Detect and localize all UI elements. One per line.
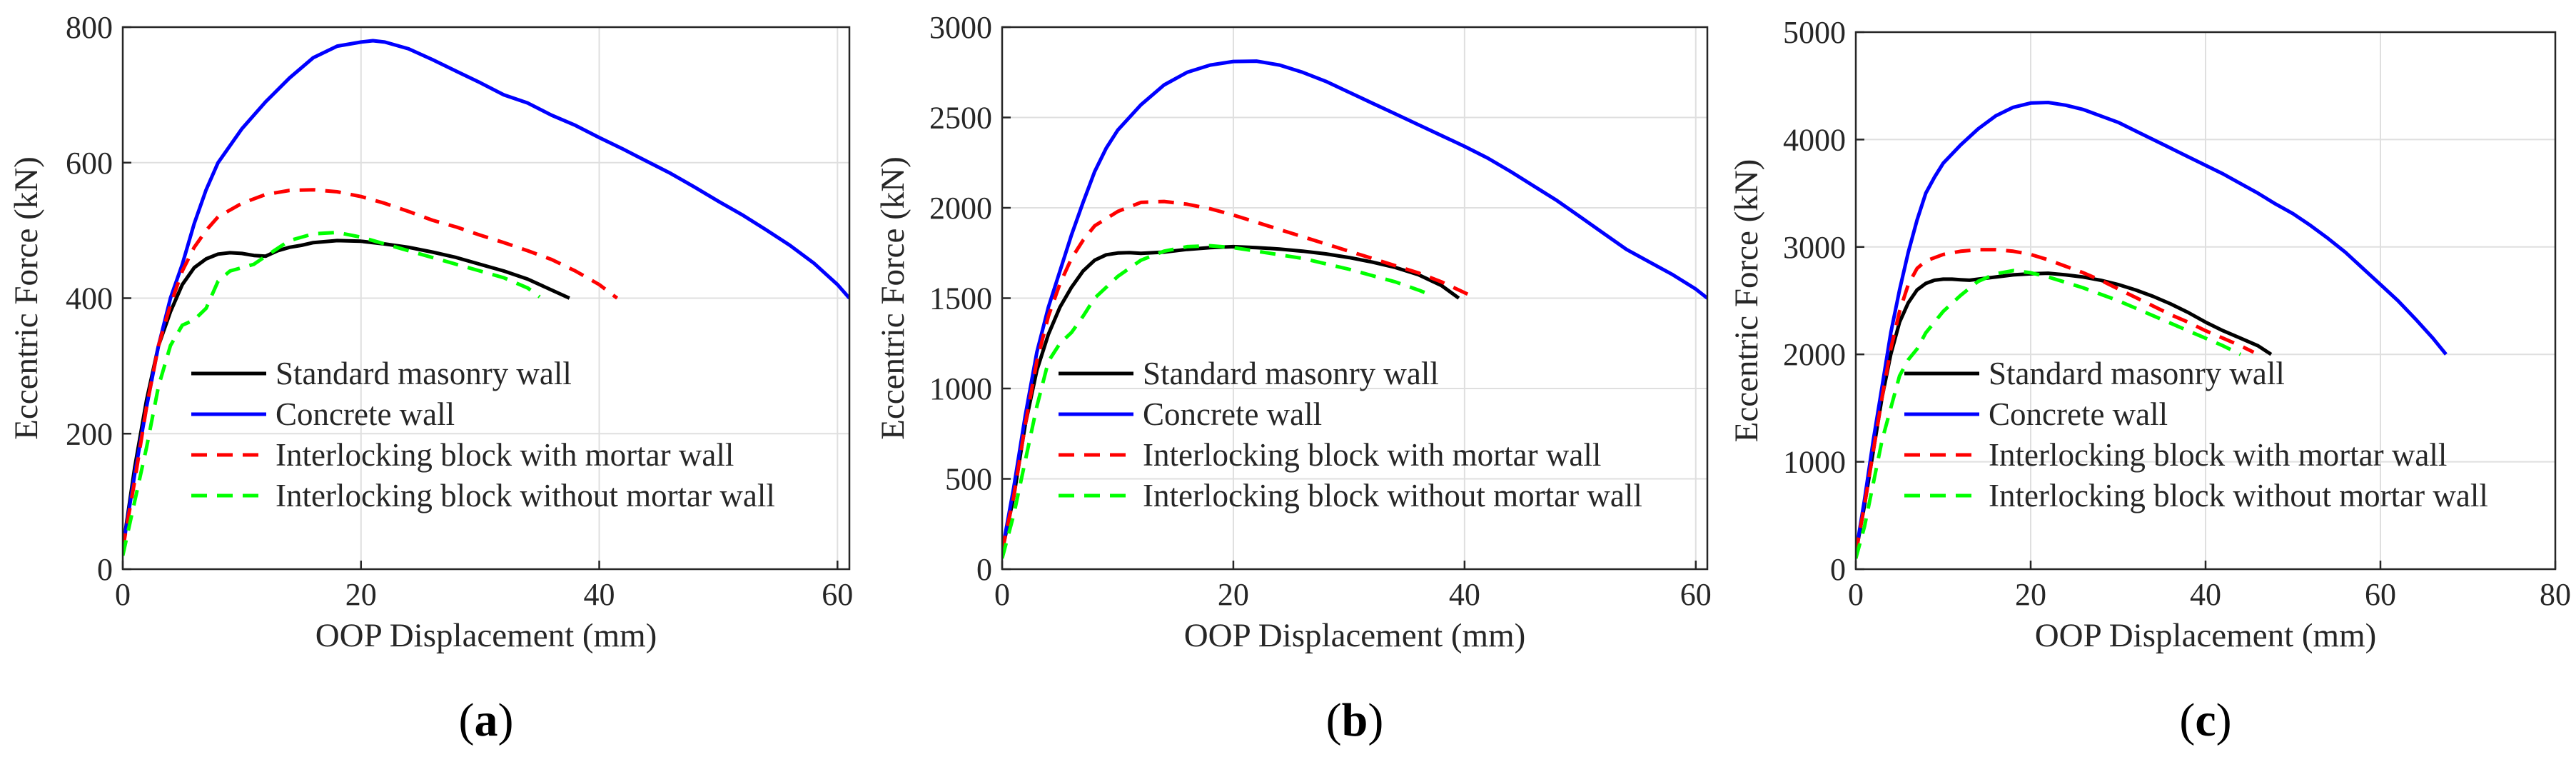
y-tick-label: 1000 bbox=[1783, 445, 1846, 480]
panel-label: (c) bbox=[2179, 694, 2231, 746]
y-tick-label: 200 bbox=[66, 416, 113, 451]
legend-label: Interlocking block without mortar wall bbox=[276, 478, 775, 513]
x-tick-label: 40 bbox=[1449, 577, 1480, 612]
legend-label: Standard masonry wall bbox=[1989, 356, 2285, 391]
y-tick-label: 3000 bbox=[929, 10, 992, 45]
series-line-1 bbox=[123, 39, 849, 549]
series-line-0 bbox=[1856, 271, 2273, 553]
x-tick-label: 20 bbox=[2015, 577, 2046, 612]
x-axis-label: OOP Displacement (mm) bbox=[2035, 617, 2377, 654]
y-tick-label: 4000 bbox=[1783, 122, 1846, 157]
y-tick-label: 0 bbox=[1830, 552, 1846, 587]
legend-label: Interlocking block without mortar wall bbox=[1143, 478, 1642, 513]
series-line-3 bbox=[1002, 244, 1431, 559]
y-tick-label: 1500 bbox=[929, 281, 992, 316]
y-tick-label: 600 bbox=[66, 146, 113, 181]
legend: Standard masonry wall Concrete wall Interl… bbox=[1059, 356, 1642, 513]
legend-label: Interlocking block without mortar wall bbox=[1989, 478, 2488, 513]
y-tick-label: 1000 bbox=[929, 371, 992, 406]
series-line-2 bbox=[1856, 248, 2255, 553]
y-tick-label: 500 bbox=[945, 462, 992, 497]
series-line-2 bbox=[123, 188, 619, 549]
x-axis-label: OOP Displacement (mm) bbox=[1184, 617, 1526, 654]
chart-panel-b: 0 20 40 60 0 500 1000 1500 2000 2500 3000 OOP Displ… bbox=[874, 10, 1712, 746]
legend-label: Standard masonry wall bbox=[1143, 356, 1439, 391]
series-line-2 bbox=[1002, 199, 1478, 552]
legend-label: Interlocking block with mortar wall bbox=[1143, 437, 1601, 473]
legend: Standard masonry wall Concrete wall Interl… bbox=[1904, 356, 2488, 513]
x-tick-label: 40 bbox=[2190, 577, 2221, 612]
x-axis-label: OOP Displacement (mm) bbox=[315, 617, 657, 654]
x-tick-label: 40 bbox=[584, 577, 615, 612]
x-tick-label: 80 bbox=[2540, 577, 2571, 612]
legend-label: Concrete wall bbox=[276, 396, 455, 432]
x-tick-label: 0 bbox=[1848, 577, 1864, 612]
y-tick-label: 3000 bbox=[1783, 230, 1846, 265]
series-line-3 bbox=[123, 231, 541, 556]
x-tick-label: 0 bbox=[115, 577, 131, 612]
x-tick-label: 60 bbox=[2365, 577, 2396, 612]
series-line-0 bbox=[123, 239, 570, 549]
x-tick-label: 20 bbox=[345, 577, 377, 612]
panel-label: (b) bbox=[1326, 694, 1384, 746]
legend-label: Interlocking block with mortar wall bbox=[276, 437, 734, 473]
y-tick-label: 2000 bbox=[1783, 337, 1846, 372]
y-tick-label: 5000 bbox=[1783, 15, 1846, 50]
y-tick-label: 0 bbox=[976, 552, 992, 587]
series-line-3 bbox=[1856, 269, 2242, 559]
y-tick-label: 2000 bbox=[929, 191, 992, 226]
legend-label: Concrete wall bbox=[1989, 396, 2168, 432]
y-tick-label: 0 bbox=[97, 552, 113, 587]
y-axis-label: Eccentric Force (kN) bbox=[8, 156, 45, 440]
x-tick-label: 0 bbox=[994, 577, 1010, 612]
y-axis-label: Eccentric Force (kN) bbox=[874, 156, 911, 440]
series-line-1 bbox=[1002, 59, 1707, 552]
legend: Standard masonry wall Concrete wall Interl… bbox=[191, 356, 775, 513]
y-axis-label: Eccentric Force (kN) bbox=[1728, 159, 1765, 443]
series-line-1 bbox=[1856, 101, 2448, 553]
x-tick-label: 60 bbox=[1680, 577, 1712, 612]
x-tick-label: 20 bbox=[1218, 577, 1249, 612]
legend-label: Interlocking block with mortar wall bbox=[1989, 437, 2447, 473]
x-tick-label: 60 bbox=[822, 577, 853, 612]
panel-label: (a) bbox=[459, 694, 514, 746]
y-tick-label: 2500 bbox=[929, 101, 992, 136]
y-tick-label: 400 bbox=[66, 281, 113, 316]
legend-label: Standard masonry wall bbox=[276, 356, 572, 391]
legend-label: Concrete wall bbox=[1143, 396, 1322, 432]
y-tick-label: 800 bbox=[66, 10, 113, 45]
chart-panel-c: 0 20 40 60 80 0 1000 2000 3000 4000 5000 OOP Displa… bbox=[1728, 15, 2571, 746]
